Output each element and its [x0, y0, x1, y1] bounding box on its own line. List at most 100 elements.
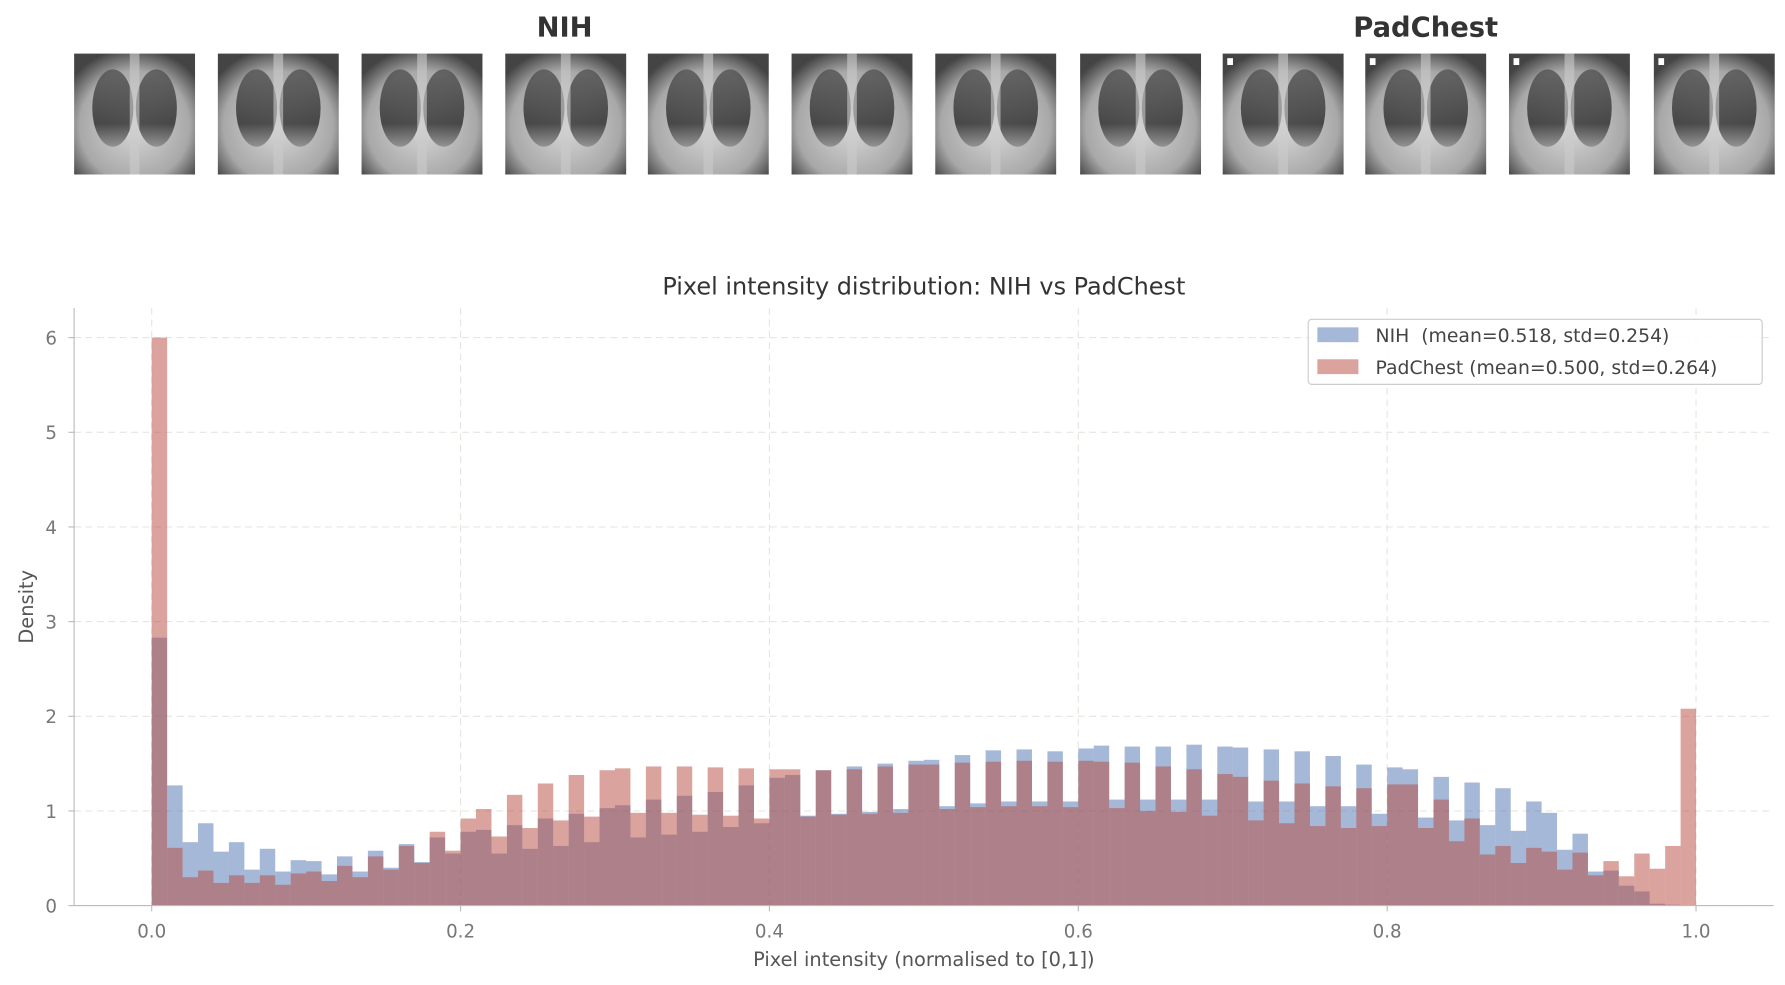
histogram-bar	[1078, 760, 1094, 906]
histogram-bar	[414, 863, 430, 906]
histogram-bar	[491, 836, 507, 906]
histogram-bar	[1634, 853, 1650, 906]
histogram-bar	[1170, 811, 1187, 906]
histogram-bar	[1433, 799, 1449, 906]
histogram-bars	[151, 337, 1697, 906]
histogram-bar	[321, 881, 338, 906]
histogram-bar	[476, 809, 492, 906]
nih-xray-thumbnail	[217, 53, 339, 175]
histogram-bar	[877, 766, 893, 906]
x-tick-label: 0.6	[1064, 922, 1093, 943]
histogram-bar	[1649, 868, 1666, 906]
histogram-bar	[954, 762, 971, 906]
histogram-bar	[831, 814, 847, 906]
legend-swatch-nih	[1317, 327, 1359, 343]
x-tick-label: 0.8	[1373, 922, 1402, 943]
histogram-bar	[1031, 806, 1048, 906]
histogram-bar	[553, 820, 569, 906]
histogram-bar	[1263, 780, 1280, 906]
histogram-bar	[429, 831, 446, 906]
histogram-bar	[1109, 808, 1125, 906]
histogram-bar	[275, 884, 291, 906]
side-marker-icon	[1513, 58, 1520, 66]
legend-label-nih: NIH (mean=0.518, std=0.254)	[1376, 326, 1670, 347]
histogram-bar	[599, 770, 615, 906]
nih-xray-thumbnail	[74, 53, 196, 175]
histogram-bar	[1618, 876, 1635, 906]
x-tick-label: 0.2	[446, 922, 475, 943]
histogram-bar	[259, 875, 276, 906]
histogram-bar	[1340, 827, 1357, 906]
histogram-bar	[1557, 869, 1573, 906]
histogram-bar	[1279, 823, 1295, 906]
histogram-bar	[1572, 852, 1588, 906]
histogram-bar	[1418, 827, 1434, 906]
legend-swatch-padchest	[1317, 359, 1359, 375]
xray-thumbnails	[74, 53, 1775, 175]
y-tick-label: 2	[45, 707, 57, 728]
side-marker-icon	[1227, 58, 1233, 66]
histogram-bar	[367, 856, 384, 906]
nih-xray-thumbnail	[361, 53, 483, 175]
histogram-bar	[306, 871, 322, 906]
histogram-bar	[182, 877, 199, 906]
histogram-bar	[1665, 845, 1681, 906]
histogram-bar	[1479, 854, 1496, 906]
histogram-bar	[738, 768, 754, 906]
histogram-bar	[1356, 788, 1372, 906]
histogram-bar	[213, 882, 229, 906]
y-tick-label: 3	[45, 612, 57, 633]
histogram-bar	[784, 769, 801, 906]
histogram-bar	[1587, 875, 1604, 906]
histogram-bar	[1093, 761, 1110, 906]
x-tick-label: 1.0	[1682, 922, 1711, 943]
histogram-bar	[1541, 851, 1558, 906]
histogram-bar	[753, 818, 770, 906]
x-tick-label: 0.4	[755, 922, 784, 943]
legend-label-padchest: PadChest (mean=0.500, std=0.264)	[1376, 358, 1718, 379]
histogram-bar	[970, 807, 986, 906]
histogram-bar	[1062, 807, 1079, 906]
histogram-bar	[815, 770, 832, 906]
histogram-bar	[1001, 806, 1017, 906]
histogram-bar	[661, 812, 677, 906]
nih-xray-thumbnail	[791, 53, 913, 175]
histogram-bar	[1201, 815, 1218, 906]
histogram-bar	[1294, 783, 1310, 906]
histogram-bar	[862, 813, 878, 906]
chart-title: Pixel intensity distribution: NIH vs Pad…	[662, 272, 1185, 300]
histogram-bar	[908, 764, 924, 906]
y-axis-label: Density	[15, 570, 38, 644]
histogram-bar	[692, 814, 708, 906]
side-marker-icon	[1369, 58, 1376, 66]
histogram-bar	[1186, 769, 1202, 906]
histogram-bar	[460, 818, 477, 906]
histogram-bar	[228, 875, 245, 906]
histogram-bar	[445, 850, 461, 906]
histogram-bar	[1371, 826, 1388, 906]
nih-xray-thumbnail	[935, 53, 1057, 175]
y-tick-label: 1	[45, 802, 57, 823]
histogram-bar	[383, 869, 399, 906]
padchest-xray-thumbnail	[1653, 53, 1775, 175]
axis-ticks: 0.0 0.2 0.4 0.6 0.8 1.0 0 1 2 3 4 5 6	[45, 328, 1710, 942]
histogram-bar	[1309, 826, 1326, 906]
padchest-xray-thumbnail	[1365, 53, 1487, 175]
side-marker-icon	[1658, 58, 1665, 66]
histogram-bar	[1232, 776, 1249, 906]
histogram-bar	[1140, 810, 1156, 906]
histogram-bar	[522, 827, 538, 906]
histogram-bar	[1248, 820, 1264, 906]
histogram-bar	[939, 809, 955, 906]
histogram-bar	[151, 337, 168, 906]
histogram-bar	[676, 766, 693, 906]
histogram-bar	[1155, 766, 1171, 906]
nih-xray-thumbnail	[505, 53, 627, 175]
y-tick-label: 0	[45, 896, 57, 917]
histogram-bar	[723, 815, 739, 906]
padchest-xray-thumbnail	[1222, 53, 1344, 175]
histogram-bar	[568, 774, 585, 906]
y-tick-label: 5	[45, 423, 57, 444]
histogram-bar	[584, 816, 600, 906]
histogram-bar	[800, 816, 816, 906]
